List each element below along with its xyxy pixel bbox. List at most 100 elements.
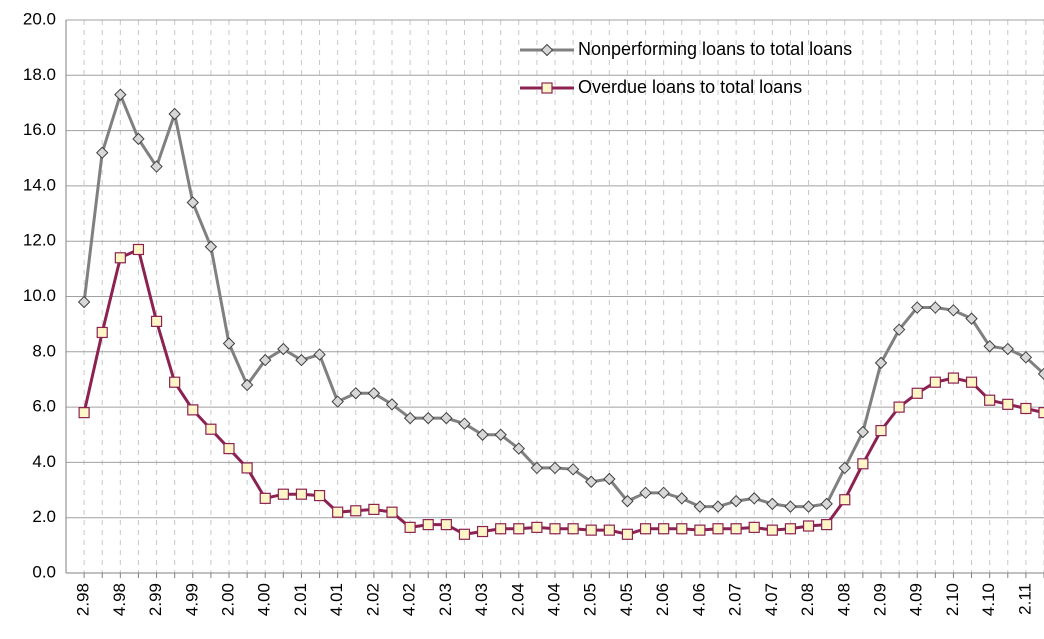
x-tick-label: 4.98 xyxy=(110,583,129,616)
point xyxy=(187,404,199,416)
point xyxy=(349,387,362,400)
point xyxy=(892,323,906,336)
x-tick-label: 4.06 xyxy=(689,583,708,616)
point xyxy=(1002,398,1014,410)
point xyxy=(875,425,887,437)
x-tick-label: 2.07 xyxy=(726,583,745,616)
point xyxy=(205,423,217,435)
point xyxy=(929,376,941,388)
point xyxy=(531,521,543,533)
y-tick-label: 6.0 xyxy=(32,397,56,416)
x-tick-label: 2.04 xyxy=(508,583,527,616)
point xyxy=(1038,407,1044,419)
point xyxy=(331,395,344,408)
point xyxy=(512,442,525,455)
point xyxy=(603,524,615,536)
series-line xyxy=(82,247,1044,536)
point xyxy=(240,378,254,392)
point xyxy=(766,524,778,536)
legend-marker xyxy=(541,82,553,94)
point xyxy=(603,472,616,486)
point xyxy=(694,524,706,536)
x-tick-label: 2.05 xyxy=(581,583,600,616)
point xyxy=(748,492,761,505)
x-tick-label: 4.03 xyxy=(472,583,491,616)
point xyxy=(277,488,289,500)
point xyxy=(494,428,507,441)
point xyxy=(784,500,797,513)
legend-label: Overdue loans to total loans xyxy=(578,77,802,97)
point xyxy=(259,353,272,367)
point xyxy=(168,107,181,121)
point xyxy=(440,411,453,425)
point xyxy=(150,160,163,173)
point xyxy=(458,417,471,430)
x-tick-label: 4.00 xyxy=(255,583,274,616)
y-tick-label: 8.0 xyxy=(32,341,56,360)
point xyxy=(1037,367,1044,381)
point xyxy=(422,519,434,531)
point xyxy=(911,301,924,314)
point xyxy=(295,488,308,500)
point xyxy=(114,252,126,264)
x-tick-label: 2.02 xyxy=(363,583,382,616)
point xyxy=(1001,342,1014,356)
point xyxy=(947,304,960,317)
point xyxy=(403,411,417,425)
y-tick-label: 4.0 xyxy=(32,452,56,471)
point xyxy=(476,525,489,538)
point xyxy=(368,503,380,516)
point xyxy=(385,398,399,411)
point xyxy=(711,500,725,513)
point xyxy=(295,353,308,367)
point xyxy=(150,315,163,327)
y-tick-label: 10.0 xyxy=(23,286,56,305)
point xyxy=(965,312,978,325)
point xyxy=(585,475,598,488)
x-tick-label: 4.02 xyxy=(400,583,419,616)
point xyxy=(77,295,91,309)
point xyxy=(132,243,145,256)
x-tick-label: 2.00 xyxy=(218,583,237,616)
point xyxy=(495,523,507,535)
x-tick-label: 4.10 xyxy=(979,583,998,616)
point xyxy=(820,497,833,511)
point xyxy=(476,428,489,441)
point xyxy=(984,394,996,406)
point xyxy=(766,497,779,511)
point xyxy=(748,521,760,533)
point xyxy=(386,506,398,518)
x-tick-label: 4.01 xyxy=(327,583,346,616)
point xyxy=(658,523,670,535)
x-tick-label: 2.06 xyxy=(653,583,672,616)
y-tick-label: 14.0 xyxy=(23,175,56,194)
point xyxy=(784,523,797,535)
point xyxy=(96,326,108,339)
point xyxy=(204,240,218,253)
x-tick-label: 4.05 xyxy=(617,583,636,616)
point xyxy=(186,196,199,209)
point xyxy=(1020,402,1032,415)
point xyxy=(114,88,127,101)
point xyxy=(259,492,271,504)
point xyxy=(440,519,452,531)
point xyxy=(222,337,236,350)
point xyxy=(947,372,960,384)
point xyxy=(223,442,235,455)
point xyxy=(676,523,688,535)
point xyxy=(983,340,996,353)
point xyxy=(96,146,109,159)
x-tick-label: 4.09 xyxy=(907,583,926,616)
point xyxy=(277,342,290,356)
point xyxy=(874,356,888,370)
x-tick-label: 2.99 xyxy=(146,583,165,616)
x-tick-label: 2.98 xyxy=(74,583,93,616)
point xyxy=(132,132,145,146)
point xyxy=(530,461,544,475)
point xyxy=(893,401,905,413)
x-tick-label: 2.08 xyxy=(798,583,817,616)
point xyxy=(1019,351,1033,364)
legend: Nonperforming loans to total loans Overdu… xyxy=(520,39,852,97)
